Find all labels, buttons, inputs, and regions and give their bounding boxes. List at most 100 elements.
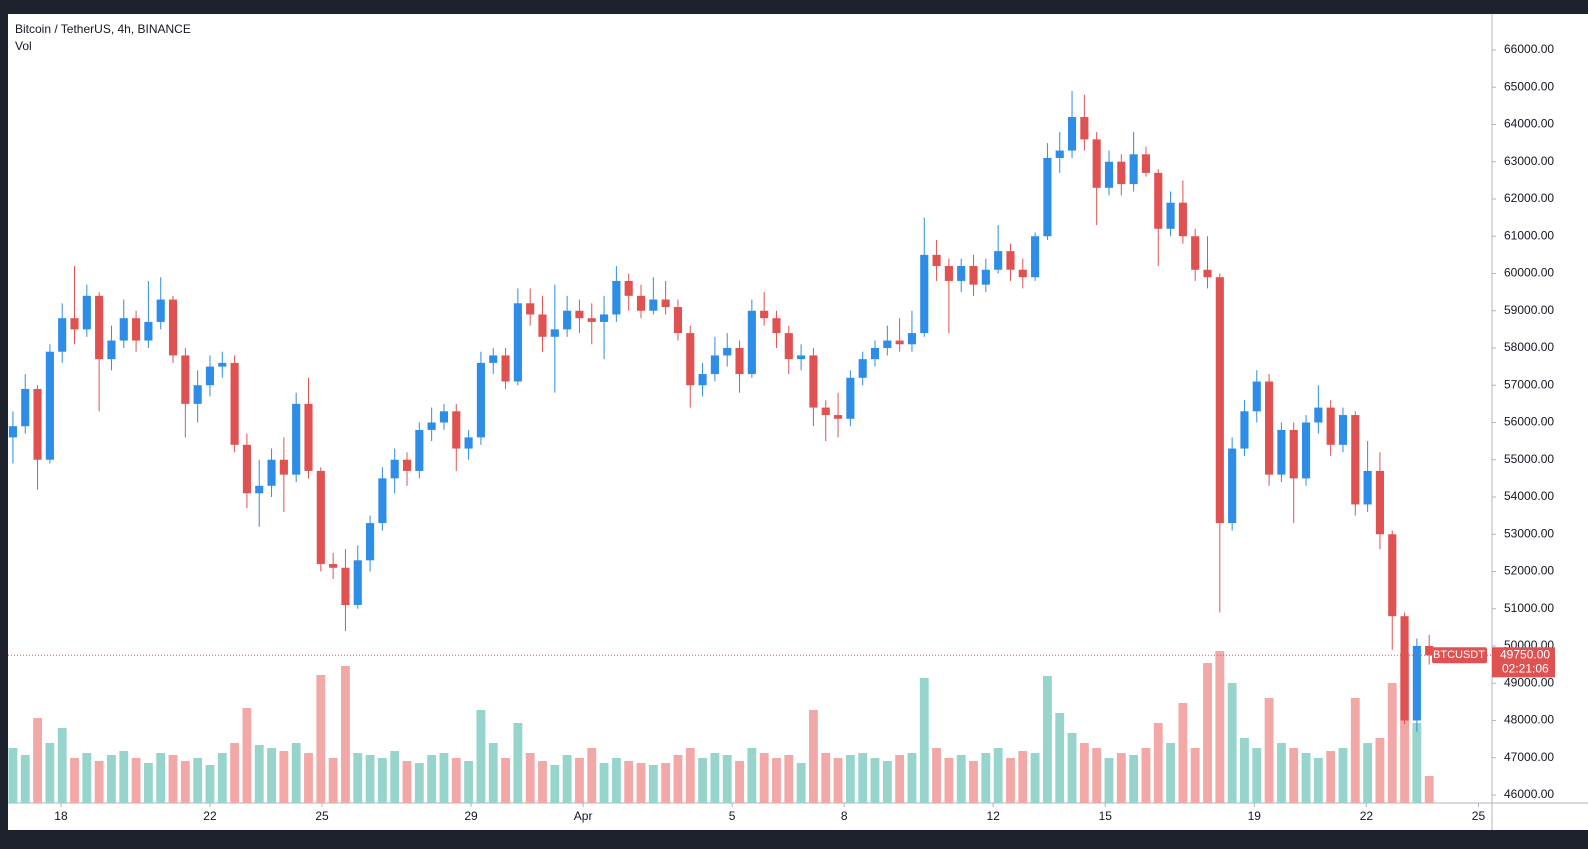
y-tick-label: 59000.00 — [1504, 303, 1554, 317]
volume-bar — [1424, 776, 1434, 803]
candle-body — [797, 355, 806, 360]
candle-body — [833, 415, 843, 419]
volume-bar — [464, 761, 474, 803]
candle-body — [230, 362, 239, 445]
volume-bar — [193, 758, 203, 803]
y-tick-label: 53000.00 — [1504, 526, 1554, 540]
candle-body — [870, 347, 880, 360]
candle-body — [1129, 154, 1138, 185]
candle-body — [550, 329, 559, 337]
candle-body — [1117, 161, 1126, 185]
volume-bar — [107, 755, 116, 803]
volume-bar — [488, 743, 498, 803]
candle-body — [464, 437, 473, 449]
volume-bar — [8, 748, 18, 803]
volume-bar — [1338, 748, 1348, 803]
volume-bar — [907, 753, 917, 803]
volume-bar — [1289, 748, 1299, 803]
volume-bar — [1006, 758, 1015, 803]
candle-body — [698, 374, 707, 386]
volume-bar — [858, 753, 868, 803]
candle-body — [255, 485, 264, 494]
candle-body — [489, 355, 498, 363]
candle-body — [304, 403, 313, 471]
x-tick-label: 22 — [1360, 809, 1374, 823]
volume-bar — [611, 758, 621, 803]
candle-body — [1412, 645, 1421, 721]
volume-bar — [1042, 676, 1052, 803]
candle-body — [95, 295, 104, 360]
x-tick-label: Apr — [574, 809, 593, 823]
volume-bar — [316, 675, 326, 803]
candle-body — [1240, 411, 1249, 449]
candle-body — [883, 340, 892, 348]
candle-body — [538, 314, 547, 337]
candle-body — [1166, 202, 1175, 229]
y-tick-label: 48000.00 — [1504, 713, 1554, 727]
candle-body — [353, 560, 362, 606]
candle-body — [1363, 470, 1372, 505]
volume-bar — [1313, 758, 1323, 803]
candle-body — [439, 411, 449, 423]
volume-bar — [365, 755, 375, 803]
volume-bar — [784, 755, 794, 803]
candle-body — [476, 362, 485, 438]
volume-bar — [205, 765, 215, 803]
volume-bar — [1018, 751, 1028, 803]
candle-body — [636, 295, 646, 311]
candle-body — [33, 388, 42, 460]
candle-body — [144, 321, 153, 341]
candle-body — [895, 340, 904, 345]
candle-body — [156, 299, 165, 322]
candle-body — [821, 407, 830, 416]
candle-body — [1080, 117, 1089, 140]
x-tick-label: 19 — [1248, 809, 1262, 823]
candle-body — [1154, 172, 1163, 229]
chart-title: Bitcoin / TetherUS, 4h, BINANCE — [15, 22, 191, 36]
candle-body — [1326, 407, 1335, 445]
volume-bar — [279, 751, 289, 803]
candle-body — [784, 333, 793, 360]
candle-body — [1351, 415, 1360, 505]
volume-bar — [180, 761, 190, 803]
candle-body — [969, 266, 978, 285]
y-tick-label: 52000.00 — [1504, 564, 1554, 578]
x-tick-label: 15 — [1099, 809, 1113, 823]
volume-bar — [1203, 663, 1212, 803]
volume-bar — [267, 748, 276, 803]
volume-bar — [1215, 651, 1225, 803]
volume-bar — [1350, 698, 1360, 803]
y-tick-label: 62000.00 — [1504, 191, 1554, 205]
volume-bar — [304, 753, 313, 803]
volume-bar — [636, 763, 646, 803]
candle-body — [1203, 269, 1212, 278]
candle-body — [513, 303, 522, 382]
volume-label: Vol — [15, 39, 32, 53]
candle-body — [193, 385, 202, 404]
volume-bar — [414, 763, 424, 803]
volume-bar — [710, 753, 720, 803]
volume-bar — [1030, 753, 1040, 803]
candle-body — [1178, 202, 1187, 237]
volume-bar — [168, 755, 178, 803]
candle-body — [1067, 117, 1077, 151]
volume-bar — [156, 753, 166, 803]
volume-bar — [1166, 743, 1176, 803]
volume-bar — [70, 758, 79, 803]
volume-bar — [1363, 743, 1373, 803]
volume-bar — [895, 755, 905, 803]
volume-bar — [427, 755, 437, 803]
candle-body — [1314, 407, 1323, 423]
volume-bar — [969, 761, 978, 803]
candle-body — [452, 411, 461, 449]
candle-body — [427, 422, 436, 430]
candle-body — [218, 362, 227, 367]
volume-bar — [722, 755, 732, 803]
volume-bar — [119, 751, 129, 803]
volume-bar — [587, 748, 597, 803]
candle-body — [82, 295, 91, 330]
candle-body — [21, 388, 30, 427]
volume-bar — [291, 743, 301, 803]
volume-bar — [550, 765, 560, 803]
last-price-label: 49750.00 — [1500, 647, 1550, 661]
